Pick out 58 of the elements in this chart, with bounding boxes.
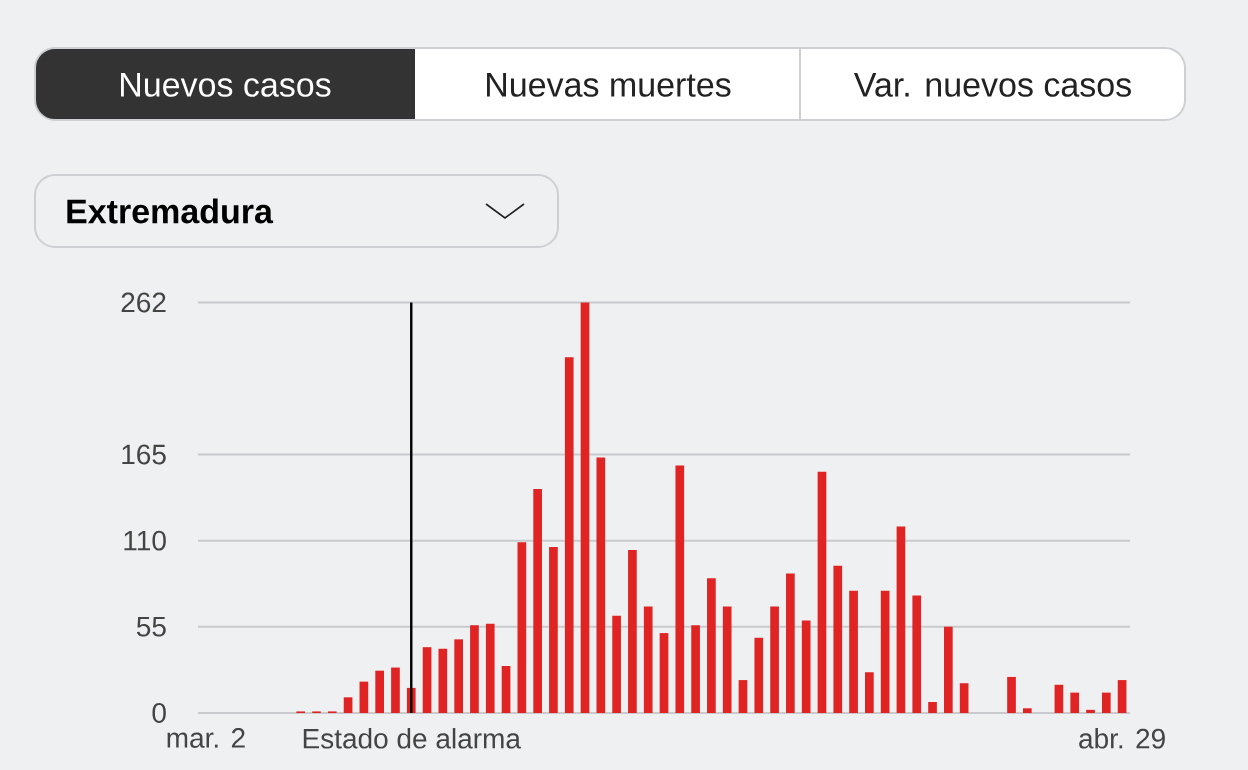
bar bbox=[691, 625, 700, 713]
bar bbox=[896, 526, 906, 713]
bar bbox=[786, 573, 795, 713]
text: Nuevas muertes bbox=[487, 73, 731, 97]
bar bbox=[1101, 692, 1111, 713]
bar bbox=[596, 457, 606, 713]
bar bbox=[501, 665, 511, 713]
bar bbox=[517, 542, 527, 713]
chart-title: Extremadura bbox=[67, 198, 274, 224]
bar bbox=[912, 595, 922, 713]
bar bbox=[580, 302, 590, 713]
bar bbox=[1117, 680, 1127, 713]
bar bbox=[470, 625, 479, 713]
bar bbox=[770, 606, 779, 713]
bar bbox=[738, 680, 748, 713]
bar bbox=[849, 590, 858, 713]
y-tick-label: 165 bbox=[122, 444, 166, 465]
bar bbox=[1007, 676, 1016, 713]
bar bbox=[659, 633, 669, 713]
bar bbox=[865, 672, 874, 713]
bar bbox=[533, 488, 542, 713]
bar bbox=[564, 357, 574, 713]
y-tick-label: 262 bbox=[121, 292, 166, 313]
y-tick-label: 55 bbox=[136, 617, 166, 637]
bar bbox=[722, 606, 732, 713]
ref-line-label: Estado de alarma bbox=[303, 728, 521, 749]
bar bbox=[485, 623, 495, 713]
bar bbox=[438, 648, 448, 713]
y-tick-label: 0 bbox=[152, 703, 166, 723]
bar bbox=[675, 465, 685, 713]
bar bbox=[454, 639, 463, 713]
bar bbox=[628, 550, 637, 713]
bar bbox=[359, 681, 369, 713]
bar bbox=[817, 471, 827, 713]
bar bbox=[880, 590, 890, 713]
bar bbox=[1054, 684, 1064, 713]
bar bbox=[549, 546, 558, 713]
bar bbox=[343, 697, 353, 713]
bar bbox=[928, 702, 937, 713]
x-tick-label: mar. 2 bbox=[167, 728, 245, 748]
y-tick-label: 110 bbox=[124, 530, 166, 551]
bar bbox=[612, 615, 621, 713]
bar bbox=[643, 606, 653, 713]
bar bbox=[833, 565, 843, 713]
bar bbox=[391, 667, 400, 713]
bar bbox=[422, 647, 432, 713]
bar bbox=[1022, 708, 1032, 713]
bar bbox=[707, 578, 716, 713]
bar bbox=[375, 670, 385, 713]
bar bbox=[944, 626, 953, 713]
text: Nuevos casos bbox=[121, 73, 331, 97]
text: Var. nuevos casos bbox=[853, 73, 1131, 97]
bar bbox=[1086, 709, 1095, 713]
bar bbox=[754, 637, 764, 713]
x-tick-label: abr. 29 bbox=[1079, 728, 1165, 749]
bar bbox=[801, 620, 811, 713]
bar bbox=[959, 683, 969, 713]
bar bbox=[1070, 692, 1080, 713]
